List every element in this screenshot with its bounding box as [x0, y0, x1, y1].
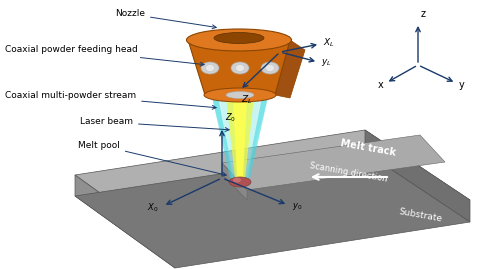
Text: x: x [378, 80, 383, 90]
Polygon shape [246, 97, 268, 178]
Ellipse shape [186, 29, 292, 51]
Text: $X_L$: $X_L$ [323, 37, 334, 49]
Polygon shape [226, 97, 254, 178]
Text: Coaxial multi-powder stream: Coaxial multi-powder stream [5, 90, 216, 109]
Ellipse shape [214, 33, 264, 44]
Ellipse shape [201, 62, 219, 74]
Ellipse shape [206, 65, 214, 72]
Text: Scanning direction: Scanning direction [309, 161, 388, 183]
Polygon shape [212, 97, 268, 178]
Text: y: y [459, 80, 465, 90]
Polygon shape [365, 130, 470, 222]
Ellipse shape [266, 65, 274, 72]
Ellipse shape [204, 88, 276, 102]
Ellipse shape [236, 65, 244, 72]
Text: Laser beam: Laser beam [80, 118, 229, 132]
Ellipse shape [261, 62, 279, 74]
Polygon shape [75, 175, 175, 268]
Text: $y_0$: $y_0$ [292, 201, 302, 213]
Text: $X_0$: $X_0$ [146, 202, 158, 214]
Polygon shape [188, 40, 290, 95]
Polygon shape [75, 130, 470, 247]
Text: z: z [421, 9, 426, 19]
Text: Nozzle: Nozzle [115, 9, 216, 29]
Polygon shape [212, 97, 234, 178]
Text: $Z_L$: $Z_L$ [241, 94, 252, 107]
Text: Melt track: Melt track [340, 138, 396, 158]
Ellipse shape [231, 62, 249, 74]
Polygon shape [222, 163, 247, 200]
Text: $y_L$: $y_L$ [321, 56, 332, 68]
Text: Melt pool: Melt pool [78, 140, 226, 176]
Text: Coaxial powder feeding head: Coaxial powder feeding head [5, 45, 204, 66]
Text: Substrate: Substrate [398, 207, 442, 223]
Polygon shape [275, 40, 305, 98]
Text: $Z_0$: $Z_0$ [225, 111, 236, 124]
Polygon shape [233, 97, 247, 178]
Ellipse shape [226, 91, 254, 98]
Polygon shape [75, 152, 470, 268]
Polygon shape [222, 135, 445, 190]
Ellipse shape [229, 177, 251, 187]
Ellipse shape [233, 178, 241, 182]
Polygon shape [220, 97, 260, 178]
